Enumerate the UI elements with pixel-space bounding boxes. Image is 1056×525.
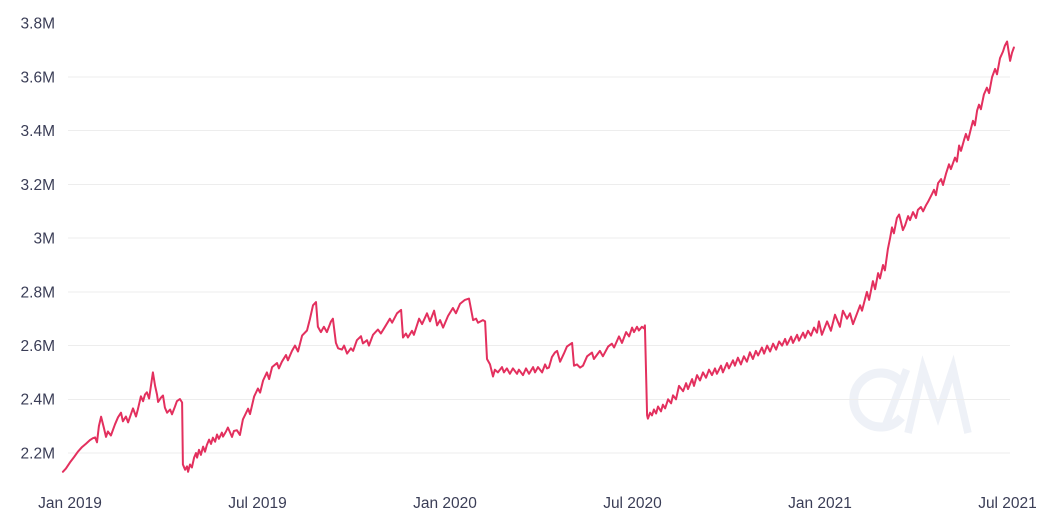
coin-metrics-watermark-logo bbox=[849, 354, 972, 434]
data-line-series[interactable] bbox=[61, 40, 1015, 473]
y-tick-label: 3M bbox=[33, 231, 55, 248]
y-tick-label: 3.4M bbox=[21, 123, 55, 140]
gridlines bbox=[68, 76, 1010, 454]
y-tick-label: 2.4M bbox=[21, 392, 55, 409]
x-axis-labels: Jan 2019 Jul 2019 Jan 2020 Jul 2020 Jan 2021… bbox=[38, 495, 1037, 512]
x-tick-label: Jan 2019 bbox=[38, 495, 102, 512]
x-tick-label: Jan 2021 bbox=[788, 495, 852, 512]
watermark-m-glyph bbox=[904, 354, 972, 434]
y-tick-label: 3.6M bbox=[21, 69, 55, 86]
y-axis-labels: 3.8M 3.6M 3.4M 3.2M 3M 2.8M 2.6M 2.4M 2.2M bbox=[21, 16, 55, 463]
x-tick-label: Jan 2020 bbox=[413, 495, 477, 512]
y-tick-label: 3.2M bbox=[21, 177, 55, 194]
x-tick-label: Jul 2020 bbox=[603, 495, 662, 512]
y-tick-label: 2.8M bbox=[21, 284, 55, 301]
y-tick-label: 2.2M bbox=[21, 445, 55, 462]
x-tick-label: Jul 2019 bbox=[228, 495, 287, 512]
y-tick-label: 3.8M bbox=[21, 16, 55, 33]
x-tick-label: Jul 2021 bbox=[978, 495, 1037, 512]
y-tick-label: 2.6M bbox=[21, 338, 55, 355]
